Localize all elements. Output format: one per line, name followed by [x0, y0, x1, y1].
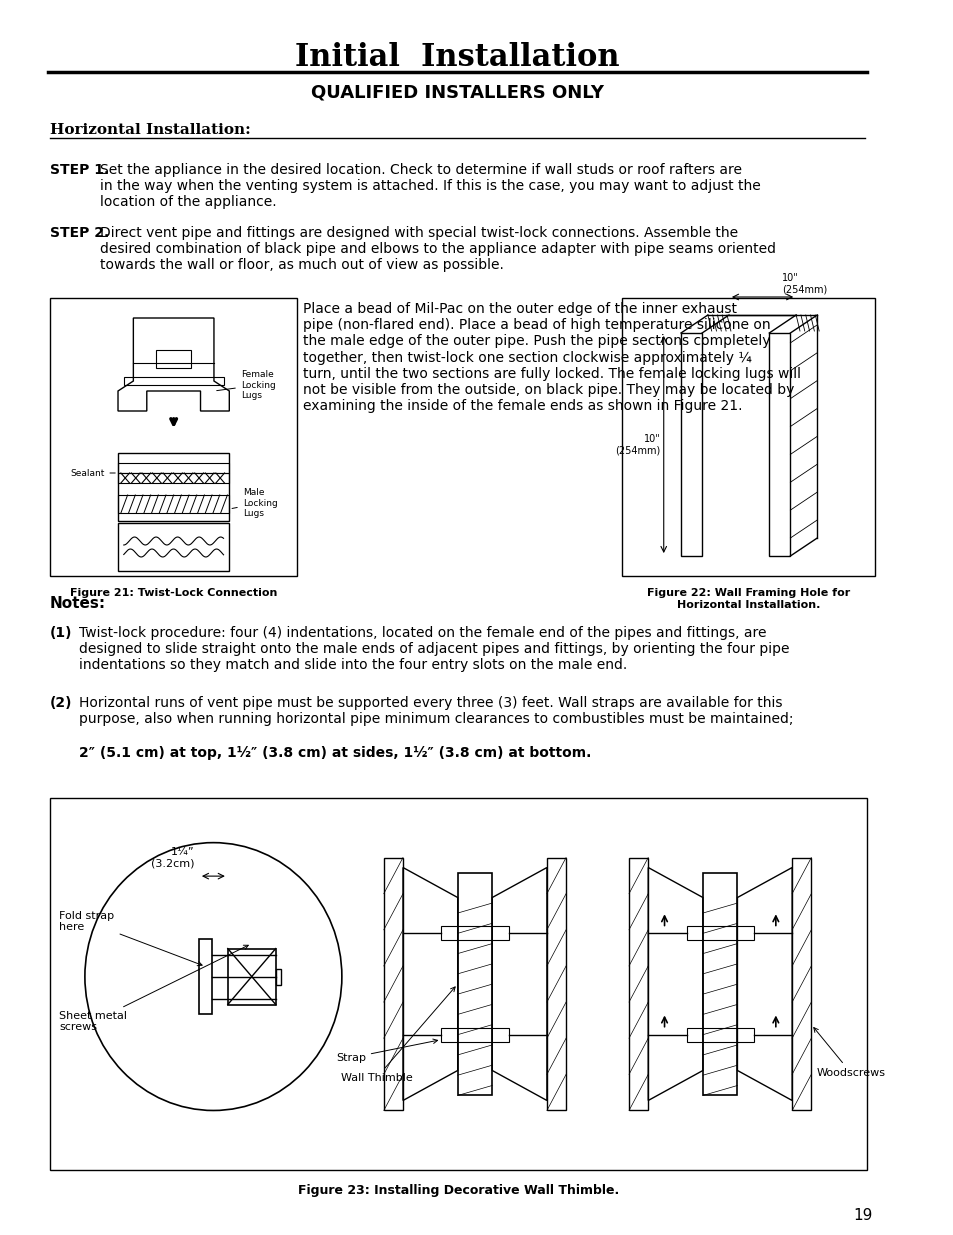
Bar — [546, 857, 565, 1110]
Text: Direct vent pipe and fittings are designed with special twist-lock connections. : Direct vent pipe and fittings are design… — [100, 226, 775, 273]
Text: Sealant: Sealant — [70, 468, 115, 478]
Bar — [50, 798, 866, 1170]
Text: Figure 22: Wall Framing Hole for
Horizontal Installation.: Figure 22: Wall Framing Hole for Horizon… — [646, 588, 849, 610]
Text: Woodscrews: Woodscrews — [813, 1028, 884, 1077]
Bar — [118, 495, 229, 513]
Text: 10"
(254mm): 10" (254mm) — [615, 433, 660, 456]
Bar — [702, 872, 737, 1095]
Text: Place a bead of Mil-Pac on the outer edge of the inner exhaust
pipe (non-flared : Place a bead of Mil-Pac on the outer edg… — [303, 303, 801, 414]
Text: Horizontal runs of vent pipe must be supported every three (3) feet. Wall straps: Horizontal runs of vent pipe must be sup… — [78, 697, 792, 726]
Text: Female
Locking
Lugs: Female Locking Lugs — [216, 370, 275, 400]
Bar — [628, 857, 647, 1110]
Bar — [228, 948, 275, 1004]
Bar — [118, 463, 229, 473]
Bar — [441, 1028, 508, 1041]
Text: 2″ (5.1 cm) at top, 1½″ (3.8 cm) at sides, 1½″ (3.8 cm) at bottom.: 2″ (5.1 cm) at top, 1½″ (3.8 cm) at side… — [78, 746, 591, 760]
Text: Notes:: Notes: — [50, 597, 106, 611]
Bar — [199, 939, 213, 1014]
Bar — [441, 926, 508, 940]
Text: Initial  Installation: Initial Installation — [295, 42, 619, 74]
Bar — [686, 1028, 753, 1041]
Bar — [383, 857, 402, 1110]
Text: Twist-lock procedure: four (4) indentations, located on the female end of the pi: Twist-lock procedure: four (4) indentati… — [78, 626, 788, 672]
Bar — [680, 333, 701, 556]
Bar — [118, 473, 229, 483]
Text: 19: 19 — [853, 1208, 872, 1223]
Bar — [791, 857, 810, 1110]
Text: Set the appliance in the desired location. Check to determine if wall studs or r: Set the appliance in the desired locatio… — [100, 163, 760, 210]
Bar — [768, 333, 789, 556]
Text: (1): (1) — [50, 626, 72, 640]
Text: Sheet metal
screws: Sheet metal screws — [59, 945, 248, 1032]
Bar — [275, 968, 281, 984]
Bar — [621, 298, 874, 576]
Text: STEP 1.: STEP 1. — [50, 163, 109, 177]
Bar — [457, 872, 492, 1095]
Bar — [686, 926, 753, 940]
Text: (2): (2) — [50, 697, 72, 710]
Text: Fold strap
here: Fold strap here — [59, 910, 202, 966]
Text: Figure 21: Twist-Lock Connection: Figure 21: Twist-Lock Connection — [70, 588, 277, 598]
Text: 10"
(254mm): 10" (254mm) — [781, 273, 826, 295]
Text: Figure 23: Installing Decorative Wall Thimble.: Figure 23: Installing Decorative Wall Th… — [297, 1184, 618, 1197]
Text: Male
Locking
Lugs: Male Locking Lugs — [232, 488, 277, 517]
Bar — [50, 298, 297, 576]
Bar — [156, 350, 191, 368]
Text: Wall Thimble: Wall Thimble — [340, 987, 455, 1083]
Text: Horizontal Installation:: Horizontal Installation: — [50, 124, 251, 137]
Bar — [118, 453, 229, 521]
Text: Strap: Strap — [335, 1039, 437, 1063]
Text: STEP 2.: STEP 2. — [50, 226, 109, 240]
Bar — [124, 377, 223, 385]
Text: QUALIFIED INSTALLERS ONLY: QUALIFIED INSTALLERS ONLY — [311, 83, 603, 101]
Bar — [118, 522, 229, 571]
Text: 1¼”
(3.2cm): 1¼” (3.2cm) — [151, 846, 194, 868]
